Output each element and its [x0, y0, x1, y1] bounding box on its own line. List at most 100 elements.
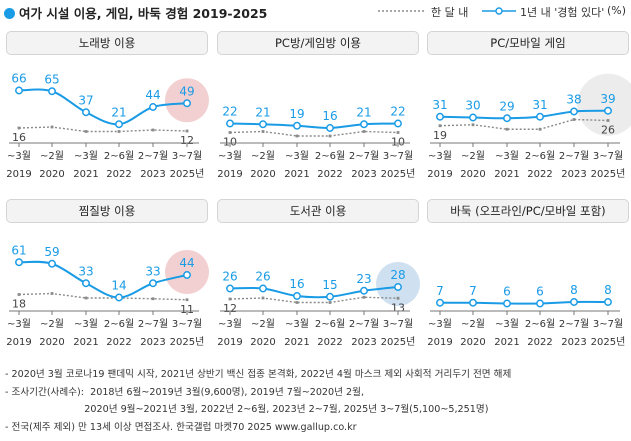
panel-pc-bang: PC방/게임방 이용 10 10 22 21 19 16 21 22 ~3월 2019 ~2월 202… [217, 31, 419, 181]
monthly-point [295, 301, 299, 304]
monthly-series-line [18, 126, 188, 133]
yearly-point [326, 124, 334, 132]
monthly-point [295, 134, 299, 138]
yearly-point [360, 120, 368, 129]
x-tick-label: 2~7월 [138, 318, 168, 330]
yearly-value-label: 16 [289, 277, 304, 291]
yearly-value-label: 39 [600, 92, 615, 106]
yearly-value-label: 7 [436, 284, 444, 298]
yearly-value-label: 8 [570, 283, 578, 297]
x-tick-label: ~2월 [40, 318, 64, 330]
x-tick-label: 3~7월 [593, 150, 623, 162]
monthly-point [50, 292, 54, 295]
x-year-label: 2020 [39, 169, 64, 180]
yearly-value-label: 65 [44, 72, 59, 86]
monthly-point [538, 127, 542, 131]
yearly-value-label: 37 [78, 93, 93, 107]
panel-jjimjilbang: 찜질방 이용 18 11 61 59 33 14 33 44 ~3월 2019 ~2월 2020 ~3월… [6, 199, 209, 349]
legend-yearly-label: 1년 내 '경험 있다' [520, 6, 605, 19]
monthly-value-label: 11 [180, 303, 194, 316]
monthly-point [261, 296, 265, 300]
x-year-label: 2025년 [591, 168, 626, 180]
yearly-value-label: 31 [432, 98, 447, 112]
monthly-point [328, 134, 332, 138]
yearly-series-line [229, 122, 399, 130]
x-year-label: 2022 [106, 169, 131, 180]
footnotes: - 2020년 3월 코로나19 팬데믹 시작, 2021년 상반기 백신 접종… [5, 366, 511, 436]
x-tick-label: 3~7월 [383, 150, 413, 162]
title-bullet-icon [4, 8, 15, 19]
x-year-label: 2023 [140, 169, 165, 180]
yearly-series-line [439, 300, 609, 305]
yearly-value-label: 23 [356, 272, 371, 286]
yearly-value-label: 14 [111, 279, 126, 293]
monthly-point [17, 293, 21, 296]
yearly-point [536, 299, 544, 308]
x-year-label: 2019 [6, 169, 31, 180]
yearly-point [503, 114, 511, 123]
x-tick-label: 2~7월 [349, 318, 379, 330]
yearly-point [604, 106, 612, 115]
monthly-point [362, 130, 366, 133]
x-year-label: 2022 [106, 337, 131, 348]
x-tick-label: ~3월 [495, 150, 519, 162]
x-year-label: 2019 [6, 337, 31, 348]
yearly-point [326, 292, 334, 301]
x-year-label: 2023 [561, 169, 586, 180]
yearly-point [149, 103, 157, 111]
yearly-value-label: 19 [289, 107, 304, 121]
x-tick-label: 2~7월 [559, 150, 589, 162]
x-year-label: 2021 [284, 337, 309, 348]
x-tick-label: 2~6월 [525, 150, 555, 162]
x-year-label: 2023 [140, 337, 165, 348]
yearly-point [15, 86, 23, 95]
x-tick-label: 2~7월 [559, 318, 589, 330]
x-tick-label: 2~6월 [525, 318, 555, 330]
yearly-series-line [229, 286, 399, 299]
yearly-point [503, 299, 511, 308]
x-tick-label: ~3월 [218, 318, 242, 330]
yearly-value-label: 16 [322, 109, 337, 123]
x-year-label: 2023 [351, 337, 376, 348]
monthly-series-line [439, 118, 609, 130]
chart-jjimjilbang: 18 11 61 59 33 14 33 44 ~3월 2019 ~2월 2020 ~3월 2021 2~6… [6, 243, 209, 348]
yearly-value-label: 49 [179, 84, 194, 98]
x-tick-label: 2~6월 [104, 150, 134, 162]
x-tick-label: ~2월 [251, 318, 275, 330]
monthly-series-line [18, 292, 188, 301]
yearly-value-label: 33 [78, 264, 93, 278]
x-tick-label: 2~6월 [315, 318, 345, 330]
x-tick-label: ~3월 [218, 150, 242, 162]
x-year-label: 2020 [460, 169, 485, 180]
panel-title: 찜질방 이용 [6, 199, 208, 223]
monthly-series-line [229, 130, 399, 137]
x-tick-label: 3~7월 [172, 150, 202, 162]
x-year-label: 2023 [351, 169, 376, 180]
monthly-point [117, 130, 121, 133]
yearly-point [570, 107, 578, 116]
x-tick-label: ~3월 [428, 318, 452, 330]
yearly-point [259, 284, 267, 293]
x-year-label: 2025년 [591, 336, 626, 348]
yearly-point [48, 87, 56, 96]
x-year-label: 2025년 [170, 168, 205, 180]
note-line: - 2020년 3월 코로나19 팬데믹 시작, 2021년 상반기 백신 접종… [5, 369, 512, 380]
monthly-point [328, 301, 332, 304]
yearly-point [149, 279, 157, 288]
x-year-label: 2022 [527, 337, 552, 348]
monthly-point [50, 125, 54, 129]
legend-monthly-label: 한 달 내 [431, 6, 469, 19]
monthly-point [185, 129, 189, 133]
x-year-label: 2025년 [170, 336, 205, 348]
x-year-label: 2019 [427, 169, 452, 180]
x-year-label: 2021 [73, 337, 98, 348]
monthly-point [396, 296, 400, 300]
yearly-value-label: 6 [536, 285, 544, 299]
yearly-series-line [18, 88, 188, 126]
chart-baduk: 7 7 6 6 8 8~3월2019~2월2020~3월20212~6월20222~7월2… [427, 283, 626, 348]
yearly-point [183, 271, 191, 279]
x-tick-label: 2~6월 [104, 318, 134, 330]
yearly-value-label: 61 [11, 243, 26, 257]
yearly-value-label: 44 [179, 256, 194, 270]
yearly-point [436, 298, 444, 307]
